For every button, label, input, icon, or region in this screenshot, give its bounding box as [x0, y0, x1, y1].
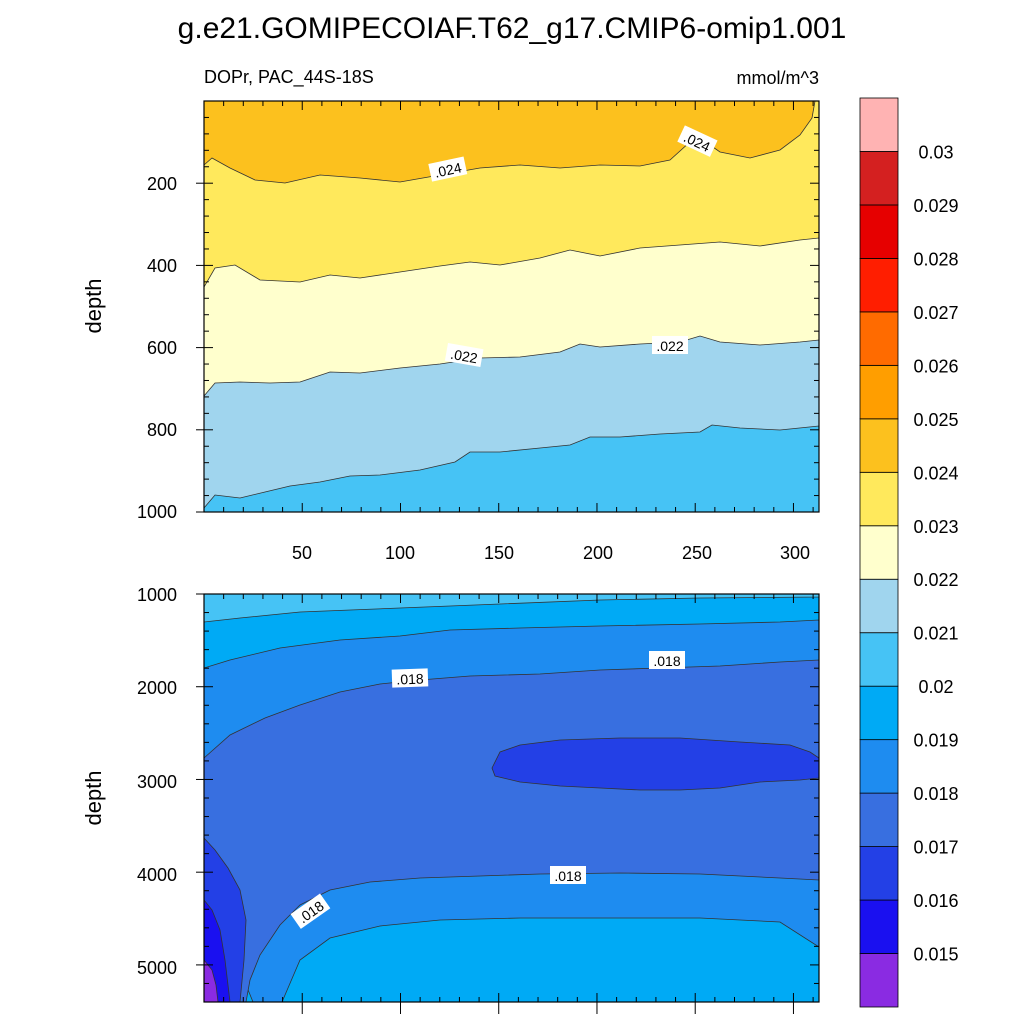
top-contour-label-3: .022: [444, 343, 484, 368]
bottom-y-tick-2000: 2000: [137, 678, 177, 698]
bottom-y-axis-label: depth: [81, 770, 106, 825]
top-y-tick-200: 200: [147, 174, 177, 194]
colorbar-swatch: [859, 739, 899, 794]
top-panel-left-label: DOPr, PAC_44S-18S: [204, 67, 374, 88]
top-contour-label-1: .024: [428, 156, 468, 182]
x-tick-250: 250: [682, 543, 712, 563]
svg-text:.018: .018: [554, 868, 581, 884]
svg-text:.022: .022: [449, 346, 479, 367]
colorbar-level-label: 0.022: [913, 570, 958, 590]
colorbar-level-label: 0.024: [913, 463, 958, 483]
top-axes: [196, 101, 819, 513]
top-y-tick-400: 400: [147, 256, 177, 276]
x-tick-200: 200: [583, 543, 613, 563]
band-0.020-0.021-bottom: [204, 594, 819, 623]
colorbar-swatch: [859, 471, 899, 527]
colorbar-level-label: 0.019: [913, 731, 958, 751]
colorbar-swatch: [859, 846, 899, 901]
colorbar-swatch: [859, 311, 899, 366]
colorbar-swatch: [859, 953, 899, 1008]
bottom-axes: [196, 593, 819, 1014]
colorbar-level-label: 0.016: [913, 891, 958, 911]
top-y-tick-800: 800: [147, 420, 177, 440]
colorbar-swatch: [859, 525, 899, 580]
colorbar-swatch: [859, 685, 899, 741]
colorbar-level-label: 0.017: [913, 838, 958, 858]
colorbar-swatch: [859, 899, 899, 954]
bottom-contour-label-2: .018: [649, 651, 685, 669]
x-tick-150: 150: [484, 543, 514, 563]
svg-text:.024: .024: [433, 159, 463, 180]
colorbar-level-label: 0.029: [913, 196, 958, 216]
bottom-y-tick-4000: 4000: [137, 865, 177, 885]
colorbar-swatch: [859, 204, 899, 259]
colorbar-level-label: 0.027: [913, 303, 958, 323]
bottom-y-tick-3000: 3000: [137, 772, 177, 792]
svg-text:.022: .022: [656, 338, 683, 354]
x-tick-50: 50: [292, 543, 312, 563]
bottom-contour-label-1: .018: [391, 668, 429, 688]
colorbar-swatch: [859, 578, 899, 634]
bottom-plot-area: [203, 593, 820, 1003]
x-tick-300: 300: [780, 543, 810, 563]
bottom-y-tick-5000: 5000: [137, 958, 177, 978]
colorbar-level-label: 0.02: [918, 677, 953, 697]
colorbar-swatch: [859, 151, 899, 206]
colorbar: 0.015 0.016 0.017 0.018 0.019 0.02 0.021 0.022 0…: [859, 97, 959, 1008]
bottom-y-tick-labels: 1000 2000 3000 4000 5000: [137, 585, 177, 978]
colorbar-swatch: [859, 258, 899, 313]
colorbar-level-label: 0.03: [918, 142, 953, 162]
svg-text:.018: .018: [653, 653, 680, 669]
band-0.016-0.017-blob: [491, 737, 819, 791]
colorbar-swatch: [859, 97, 899, 152]
figure-title: g.e21.GOMIPECOIAF.T62_g17.CMIP6-omip1.00…: [178, 12, 847, 45]
bottom-contour-label-3: .018: [550, 866, 586, 884]
colorbar-swatch: [859, 364, 899, 420]
top-y-tick-1000: 1000: [137, 502, 177, 522]
colorbar-swatch: [859, 632, 899, 687]
colorbar-swatch: [859, 792, 899, 847]
colorbar-level-label: 0.018: [913, 784, 958, 804]
top-panel-units-label: mmol/m^3: [737, 68, 819, 88]
top-y-axis-label: depth: [81, 278, 106, 333]
top-y-tick-600: 600: [147, 338, 177, 358]
top-y-tick-labels: 200 400 600 800 1000: [137, 174, 177, 522]
colorbar-level-label: 0.015: [913, 945, 958, 965]
svg-text:.018: .018: [396, 671, 424, 688]
colorbar-level-label: 0.023: [913, 517, 958, 537]
bottom-y-tick-1000: 1000: [137, 585, 177, 605]
colorbar-level-label: 0.026: [913, 356, 958, 376]
band-0.014-0.015: [204, 959, 219, 1002]
colorbar-level-label: 0.021: [913, 624, 958, 644]
top-x-tick-labels: 50 100 150 200 250 300: [292, 543, 810, 563]
top-plot-area: [203, 100, 820, 513]
colorbar-level-label: 0.025: [913, 410, 958, 430]
top-contour-label-4: .022: [652, 336, 688, 354]
colorbar-level-label: 0.028: [913, 249, 958, 269]
band-0.020-0.021: [204, 424, 819, 512]
x-tick-100: 100: [385, 543, 415, 563]
colorbar-swatch: [859, 418, 899, 473]
